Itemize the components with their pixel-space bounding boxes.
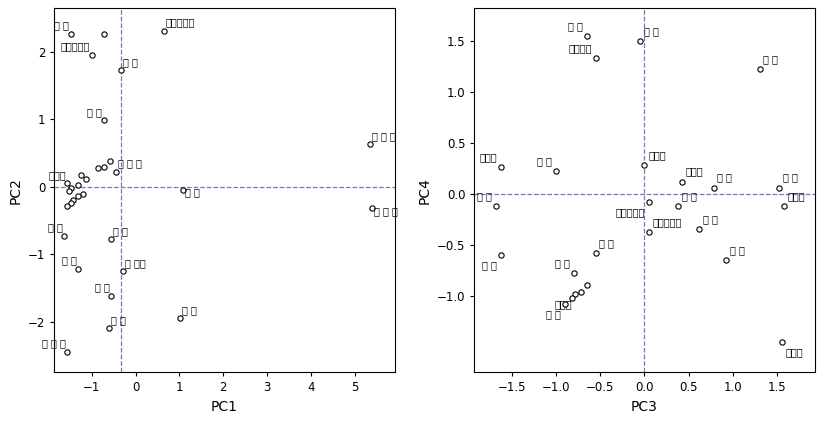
Text: 히모에보레: 히모에보레 [653,217,681,227]
Text: 나 철: 나 철 [717,173,732,183]
Text: 고시히까리: 고시히까리 [166,17,195,27]
Text: 일 미: 일 미 [703,214,718,225]
Y-axis label: PC2: PC2 [8,177,22,204]
Text: 호 풀: 호 풀 [729,245,745,255]
X-axis label: PC3: PC3 [631,400,658,414]
Text: 히모에보레: 히모에보레 [60,41,90,51]
Text: 만 글: 만 글 [184,188,200,197]
Text: 진 미: 진 미 [556,258,570,268]
Text: 온 누리: 온 누리 [125,258,146,268]
Text: 보 란 찬: 보 란 찬 [118,159,142,169]
Text: 추 청: 추 청 [537,156,552,166]
Text: 남 철: 남 철 [182,305,197,315]
Text: 호 철: 호 철 [783,173,797,183]
Text: 결 보: 결 보 [763,54,778,65]
Text: 점 무: 점 무 [113,226,128,236]
Text: 화 신: 화 신 [123,57,138,67]
Text: 든 진 추: 든 진 추 [374,206,398,216]
Text: 든 안: 든 안 [111,315,126,325]
Text: 세누리: 세누리 [48,170,66,180]
Text: 신든진: 신든진 [648,150,666,160]
Text: 새누리: 새누리 [480,152,497,162]
Text: 고시히까리: 고시히까리 [616,207,645,217]
Y-axis label: PC4: PC4 [417,177,431,204]
Text: 결 안: 결 안 [62,256,77,266]
Text: 진 미: 진 미 [54,21,69,30]
X-axis label: PC1: PC1 [211,400,238,414]
Text: 만 글: 만 글 [569,21,584,31]
Text: 신 든 진: 신 든 진 [42,338,66,349]
Text: 호 는: 호 는 [482,260,497,270]
Text: 호 는: 호 는 [48,223,63,233]
Text: 보란찬: 보란찬 [554,299,572,309]
Text: 보 석 추: 보 석 추 [372,131,396,141]
Text: 진 변: 진 변 [477,191,492,201]
Text: 일 미: 일 미 [87,107,102,117]
Text: 추 청: 추 청 [95,283,109,292]
Text: 온누리: 온누리 [787,191,805,201]
Text: 든진추: 든진추 [686,166,703,176]
Text: 점 무: 점 무 [599,238,614,248]
Text: 든 안: 든 안 [681,191,696,201]
Text: 황금누리: 황금누리 [569,43,593,53]
Text: 결 안: 결 안 [546,309,561,319]
Text: 화 신: 화 신 [644,26,658,36]
Text: 전수미: 전수미 [785,347,803,357]
